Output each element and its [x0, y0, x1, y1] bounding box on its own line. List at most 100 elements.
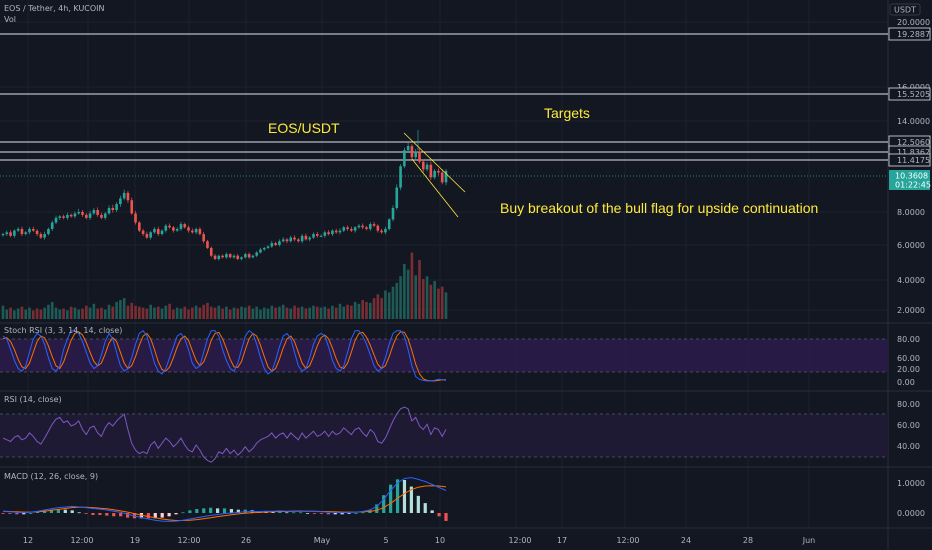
rsi-title[interactable]: RSI (14, close) [4, 395, 62, 404]
volume-bar [202, 304, 205, 319]
volume-bar [232, 307, 236, 319]
stoch-tick-label: 0.00 [897, 378, 915, 387]
volume-bar [96, 308, 99, 319]
volume-bar [217, 305, 221, 319]
macd-histogram-bar [236, 509, 240, 513]
time-tick-label: 12:00 [508, 536, 531, 545]
candle-body [429, 164, 433, 178]
candle-body [266, 246, 270, 248]
macd-histogram-bar [188, 510, 192, 513]
volume-bar [259, 309, 262, 319]
candle-body [391, 207, 395, 220]
candle-body [255, 252, 258, 256]
target-levels[interactable] [0, 33, 888, 161]
currency-badge[interactable] [889, 3, 921, 16]
volume-bar [138, 306, 141, 319]
macd-histogram-bar [77, 512, 81, 514]
candle-body [251, 255, 255, 258]
candle-body [47, 228, 50, 235]
candle-body [440, 172, 444, 183]
volume-bar [134, 305, 137, 319]
macd-histogram-bar [437, 513, 441, 517]
volume-bar [387, 292, 391, 319]
candles[interactable] [1, 130, 448, 261]
volume-bar [403, 263, 406, 319]
volume-bar [244, 307, 247, 319]
symbol-title[interactable]: EOS / Tether, 4h, KUCOIN [4, 4, 105, 13]
candle-body [115, 204, 118, 210]
volume-bar [285, 307, 289, 319]
macd-title[interactable]: MACD (12, 26, close, 9) [4, 472, 98, 481]
time-tick-label: 12:00 [70, 536, 93, 545]
candle-body [421, 161, 425, 170]
rsi-band [0, 414, 888, 457]
flag-upper-line[interactable] [403, 132, 466, 193]
stoch-band [0, 339, 888, 372]
bull-flag-drawing[interactable] [403, 132, 466, 218]
candle-body [213, 255, 217, 260]
volume-bar [327, 308, 330, 319]
macd-histogram-bar [8, 513, 12, 514]
time-tick-label: 28 [743, 536, 753, 545]
volume-bar [300, 306, 304, 319]
candle-body [126, 192, 130, 201]
macd-histogram-bar [229, 509, 234, 513]
time-axis[interactable]: 12 12:00 19 12:00 26 May 5 10 12:00 17 12:00 24 28 Ju… [23, 536, 815, 545]
time-tick-label: 12 [23, 536, 33, 545]
rsi-tick-label: 60.00 [897, 421, 920, 430]
countdown-value: 01:22:45 [895, 181, 931, 190]
volume-bar [251, 308, 255, 319]
macd-histogram-bar [29, 513, 33, 514]
candle-body [376, 225, 380, 231]
macd-histogram-bar [402, 480, 407, 513]
candle-body [323, 232, 327, 236]
candle-body [206, 241, 209, 248]
volume-bar [221, 308, 224, 319]
stoch-title[interactable]: Stoch RSI (3, 3, 14, 14, close) [4, 326, 122, 335]
macd-histogram-bar [119, 513, 123, 517]
candle-body [293, 237, 296, 240]
macd-histogram-bar [181, 512, 185, 514]
macd-histogram-bar [139, 513, 144, 519]
volume-bar [433, 281, 436, 319]
volume-bar [92, 303, 96, 319]
candle-body [281, 239, 285, 242]
price-axis[interactable]: USDT [889, 3, 921, 16]
volume-bar [270, 305, 274, 319]
time-tick-label: May [314, 536, 331, 545]
candle-body [342, 227, 346, 231]
macd-histogram-bar [98, 513, 102, 515]
candle-body [84, 214, 88, 218]
flag-lower-line[interactable] [411, 158, 459, 218]
candle-body [122, 192, 126, 199]
volume-bar [346, 304, 349, 319]
volume-bar [266, 308, 270, 319]
candle-body [50, 222, 54, 229]
candle-body [399, 166, 402, 188]
macd-histogram-bar [326, 513, 330, 515]
candle-body [338, 230, 342, 233]
volume-bar [395, 282, 399, 319]
volume-bar [20, 306, 24, 319]
candle-body [278, 241, 281, 245]
level-tag-value: 11.4175 [897, 156, 930, 165]
stoch-ticks: 80.00 60.00 20.00 0.00 [897, 335, 920, 387]
volume-bar [429, 284, 433, 319]
volume-bar [77, 309, 81, 319]
macd-histogram-bar [444, 513, 448, 521]
candle-body [77, 212, 81, 214]
macd-histogram-bar [333, 513, 337, 515]
volume-bar [1, 305, 5, 319]
candle-body [444, 170, 448, 183]
macd-histogram-bar [22, 513, 26, 515]
volume-bar [312, 305, 315, 319]
candle-body [31, 228, 35, 231]
volume-label[interactable]: Vol [4, 15, 16, 24]
candle-body [361, 225, 365, 228]
candle-body [20, 228, 24, 235]
stoch-k-line [2, 330, 447, 382]
candle-body [319, 235, 323, 237]
macd-tick-label: 1.0000 [897, 479, 925, 488]
